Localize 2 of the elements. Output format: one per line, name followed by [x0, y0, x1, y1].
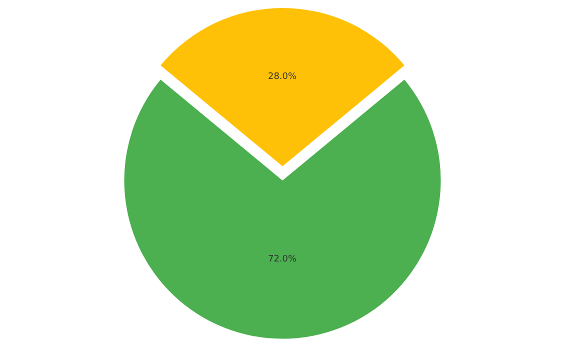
data-label: 72.0%: [268, 254, 298, 265]
data-label: 28.0%: [268, 72, 298, 82]
